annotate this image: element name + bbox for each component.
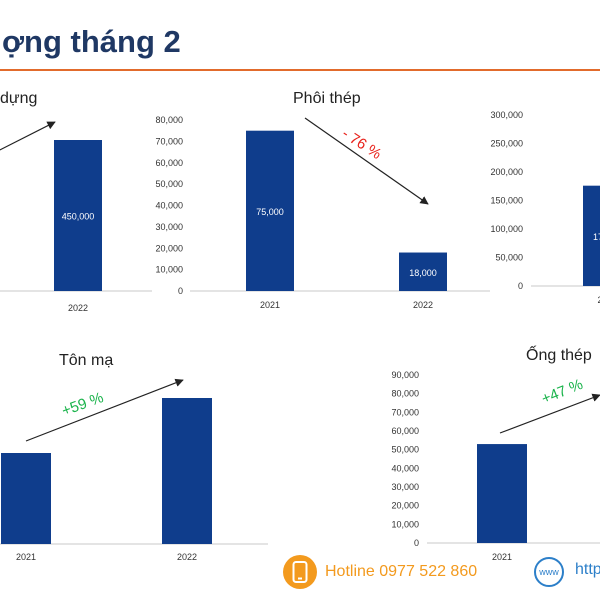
y-tick-label: 30,000	[155, 222, 183, 232]
y-tick-label: 70,000	[391, 407, 419, 417]
bar-data-label: 17	[593, 232, 600, 242]
y-tick-label: 300,000	[490, 110, 523, 120]
y-tick-label: 90,000	[391, 370, 419, 380]
trend-arrow	[0, 121, 56, 151]
chart-title: dựng	[0, 90, 37, 107]
bar-data-label: 18,000	[409, 268, 437, 278]
y-tick-label: 200,000	[490, 167, 523, 177]
x-tick-label: 2022	[413, 300, 433, 310]
y-tick-label: 10,000	[155, 265, 183, 275]
x-tick-label: 2022	[68, 303, 88, 313]
trend-percent-label: +59 %	[60, 389, 106, 420]
y-tick-label: 10,000	[391, 519, 419, 529]
y-tick-label: 40,000	[155, 201, 183, 211]
page-title: ợng tháng 2	[2, 24, 181, 59]
bar	[246, 130, 294, 291]
y-tick-label: 80,000	[155, 115, 183, 125]
title-divider	[0, 69, 600, 71]
trend-arrow	[499, 393, 600, 434]
y-tick-label: 0	[178, 286, 183, 296]
y-tick-label: 150,000	[490, 196, 523, 206]
bar	[583, 185, 600, 286]
x-tick-label: 2021	[260, 300, 280, 310]
trend-arrow	[304, 117, 429, 205]
y-tick-label: 80,000	[391, 389, 419, 399]
bar	[477, 444, 527, 543]
bar	[1, 453, 51, 544]
y-tick-label: 0	[414, 538, 419, 548]
y-tick-label: 70,000	[155, 136, 183, 146]
y-tick-label: 50,000	[391, 445, 419, 455]
bar	[399, 252, 447, 291]
x-tick-label: 2	[597, 295, 600, 305]
y-tick-label: 20,000	[391, 501, 419, 511]
y-tick-label: 100,000	[490, 224, 523, 234]
y-tick-label: 40,000	[391, 463, 419, 473]
y-tick-label: 0	[518, 281, 523, 291]
hotline-text: Hotline 0977 522 860	[325, 563, 478, 580]
bar-data-label: 450,000	[62, 212, 95, 222]
x-tick-label: 2021	[492, 552, 512, 562]
phone-icon	[283, 555, 317, 589]
footer-hotline[interactable]: Hotline 0977 522 860	[283, 552, 477, 592]
y-tick-label: 60,000	[391, 426, 419, 436]
bar-data-label: 75,000	[256, 207, 284, 217]
website-icon[interactable]: www	[534, 557, 564, 587]
chart-title: Ống thép	[526, 344, 592, 364]
x-tick-label: 2021	[16, 552, 36, 562]
x-tick-label: 2022	[177, 552, 197, 562]
chart-title: Tôn mạ	[59, 352, 113, 369]
y-tick-label: 60,000	[155, 158, 183, 168]
y-tick-label: 50,000	[155, 179, 183, 189]
trend-arrow	[25, 378, 184, 442]
bar	[54, 140, 102, 291]
bar	[162, 398, 212, 544]
chart-title: Phôi thép	[293, 90, 361, 107]
y-tick-label: 250,000	[490, 139, 523, 149]
y-tick-label: 50,000	[495, 253, 523, 263]
y-tick-label: 20,000	[155, 243, 183, 253]
website-link[interactable]: http	[575, 561, 600, 578]
y-tick-label: 30,000	[391, 482, 419, 492]
